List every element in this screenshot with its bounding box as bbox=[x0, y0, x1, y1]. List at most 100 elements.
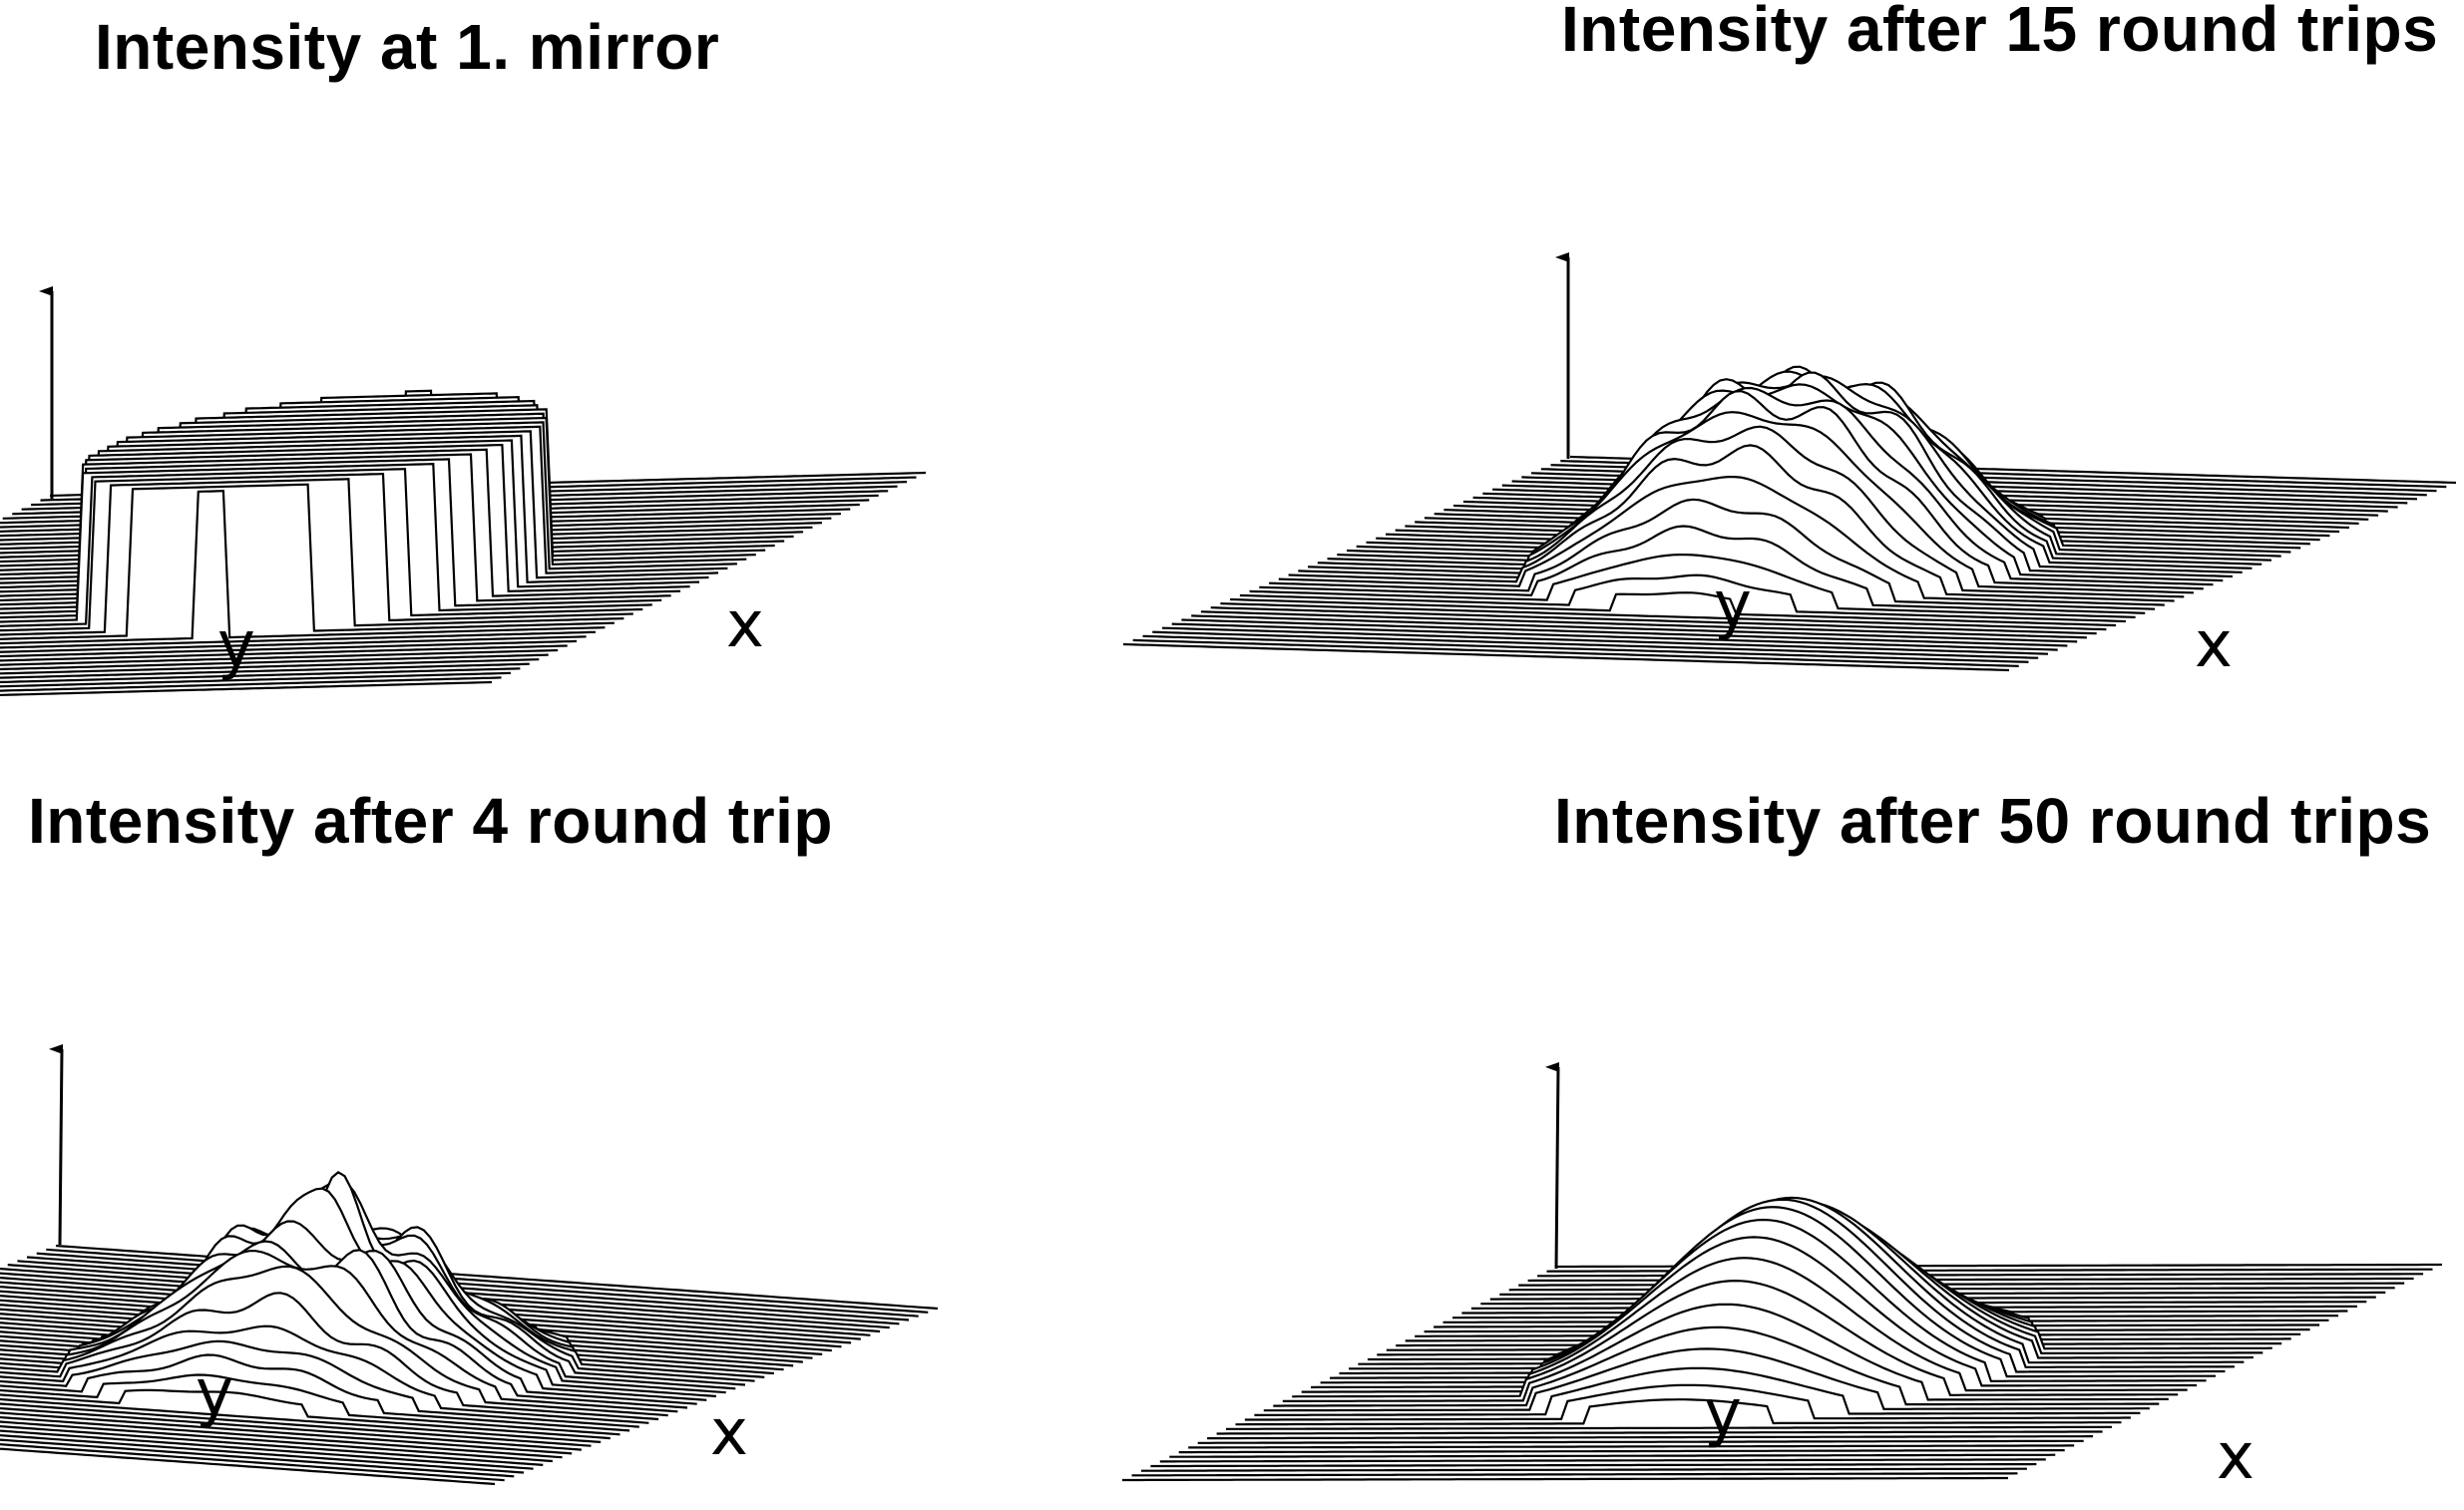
x-axis-label: x bbox=[710, 1396, 748, 1470]
surface-profile-line bbox=[1132, 638, 2019, 667]
surface-occlusion-fill bbox=[1230, 592, 2117, 627]
intensity-axis-arrow bbox=[49, 1044, 64, 1246]
surface-profile-line bbox=[0, 639, 578, 658]
surface-profile-line bbox=[0, 472, 633, 632]
surface-profile-line bbox=[1263, 1347, 2150, 1412]
surface-profile-line bbox=[1122, 642, 2010, 672]
surface-profile-line bbox=[1171, 622, 2058, 651]
surface-profile-line bbox=[0, 448, 681, 610]
surface-profile-line bbox=[0, 1353, 630, 1432]
surface-profile-line bbox=[0, 680, 493, 697]
surface-profile-line bbox=[1249, 553, 2136, 618]
surface-profile-line bbox=[1122, 1476, 2008, 1482]
panel-title-3: Intensity after 4 round trip bbox=[28, 785, 833, 857]
surface-profile-line bbox=[1259, 525, 2146, 614]
surface-profile-line bbox=[1191, 614, 2078, 643]
surface-occlusion-fill bbox=[1235, 1399, 2122, 1427]
surface-profile-line bbox=[0, 408, 766, 571]
surface-profile-line bbox=[1337, 383, 2224, 582]
surface-profile-line bbox=[0, 392, 804, 555]
surface-profile-line bbox=[1200, 610, 2087, 639]
surface-profile-line bbox=[0, 425, 728, 589]
surface-profile-line bbox=[0, 630, 597, 649]
surface-profile-line bbox=[0, 443, 690, 606]
surface-profile-line bbox=[0, 1388, 611, 1440]
surface-profile-line bbox=[1210, 606, 2097, 635]
surface-profile-line bbox=[1197, 1439, 2084, 1444]
surface-profile-line bbox=[0, 483, 615, 640]
surface-profile-line bbox=[0, 416, 747, 580]
surface-wireframe bbox=[0, 389, 927, 697]
surface-profile-line bbox=[1159, 1458, 2046, 1463]
surface-profile-line bbox=[0, 430, 719, 593]
surface-profile-line bbox=[1131, 1472, 2018, 1477]
x-axis-label: x bbox=[2217, 1420, 2255, 1494]
surface-profile-line bbox=[1339, 1198, 2226, 1375]
surface-profile-line bbox=[1226, 1425, 2112, 1430]
surface-profile-line bbox=[0, 1397, 602, 1443]
surface-profile-line bbox=[1282, 1303, 2169, 1402]
surface-profile-line bbox=[1188, 1444, 2075, 1449]
surface-profile-line bbox=[1152, 630, 2039, 659]
surface-profile-line bbox=[55, 1244, 939, 1311]
surface-profile-line bbox=[0, 421, 737, 584]
surface-profile-line bbox=[0, 648, 559, 666]
surface-profile-line bbox=[0, 1415, 563, 1459]
surface-profile-line bbox=[1327, 386, 2214, 586]
surface-profile-line bbox=[0, 439, 700, 602]
surface-profile-line bbox=[1311, 1236, 2198, 1389]
surface-profile-line bbox=[1230, 591, 2117, 627]
surface-profile-line bbox=[0, 658, 540, 675]
x-axis-label: x bbox=[2195, 608, 2233, 682]
surface-profile-line bbox=[0, 662, 530, 679]
surface-profile-line bbox=[0, 644, 568, 662]
surface-profile-line bbox=[36, 1252, 919, 1318]
surface-plot-panel-1: y x bbox=[0, 286, 927, 697]
surface-profile-line bbox=[1298, 425, 2185, 598]
surface-plot-panel-4: y x bbox=[1122, 1062, 2442, 1494]
surface-profile-line bbox=[0, 1411, 573, 1455]
surface-wireframe bbox=[0, 1170, 939, 1486]
surface-profile-line bbox=[1269, 498, 2156, 610]
surface-profile-line bbox=[1292, 1279, 2179, 1398]
surface-profile-line bbox=[0, 1373, 620, 1436]
x-axis-label: x bbox=[726, 588, 764, 662]
y-axis-label: y bbox=[217, 608, 255, 682]
surface-profile-line bbox=[46, 1248, 929, 1314]
surface-plot-panel-2: y x bbox=[1122, 252, 2457, 682]
surface-profile-line bbox=[0, 490, 606, 645]
surface-wireframe bbox=[1122, 365, 2457, 672]
surface-occlusion-fill bbox=[0, 484, 615, 641]
surface-profile-line bbox=[1317, 390, 2204, 590]
surface-profile-line bbox=[1239, 573, 2126, 623]
y-axis-label: y bbox=[1714, 568, 1752, 642]
surface-profile-line bbox=[1169, 1453, 2056, 1458]
surface-profile-line bbox=[0, 468, 643, 627]
surface-profile-line bbox=[0, 671, 511, 688]
intensity-axis-arrow bbox=[1545, 1062, 1560, 1270]
surface-profile-line bbox=[0, 1324, 649, 1424]
surface-profile-line bbox=[0, 434, 709, 597]
surface-profile-line bbox=[0, 1443, 505, 1482]
surface-profile-line bbox=[26, 1256, 910, 1321]
surface-plot-panel-3: y x bbox=[0, 1044, 939, 1486]
surface-profile-line bbox=[0, 1434, 525, 1474]
surface-profile-line bbox=[1207, 1435, 2094, 1440]
surface-profile-line bbox=[1307, 411, 2195, 594]
surface-wireframe bbox=[1122, 1196, 2442, 1482]
surface-profile-line bbox=[0, 395, 794, 559]
surface-profile-line bbox=[0, 1240, 688, 1409]
surface-profile-line bbox=[0, 1402, 592, 1447]
surface-profile-line bbox=[0, 1265, 668, 1417]
y-axis-label: y bbox=[196, 1356, 233, 1430]
surface-profile-line bbox=[1301, 1257, 2188, 1393]
surface-profile-line bbox=[1278, 476, 2165, 606]
surface-profile-line bbox=[1329, 1206, 2216, 1379]
surface-profile-line bbox=[0, 667, 521, 684]
surface-profile-line bbox=[1288, 444, 2175, 602]
surface-profile-line bbox=[1220, 602, 2107, 631]
surface-profile-line bbox=[1178, 1449, 2065, 1454]
surface-profile-line bbox=[0, 399, 785, 564]
surface-profile-line bbox=[0, 1406, 582, 1451]
